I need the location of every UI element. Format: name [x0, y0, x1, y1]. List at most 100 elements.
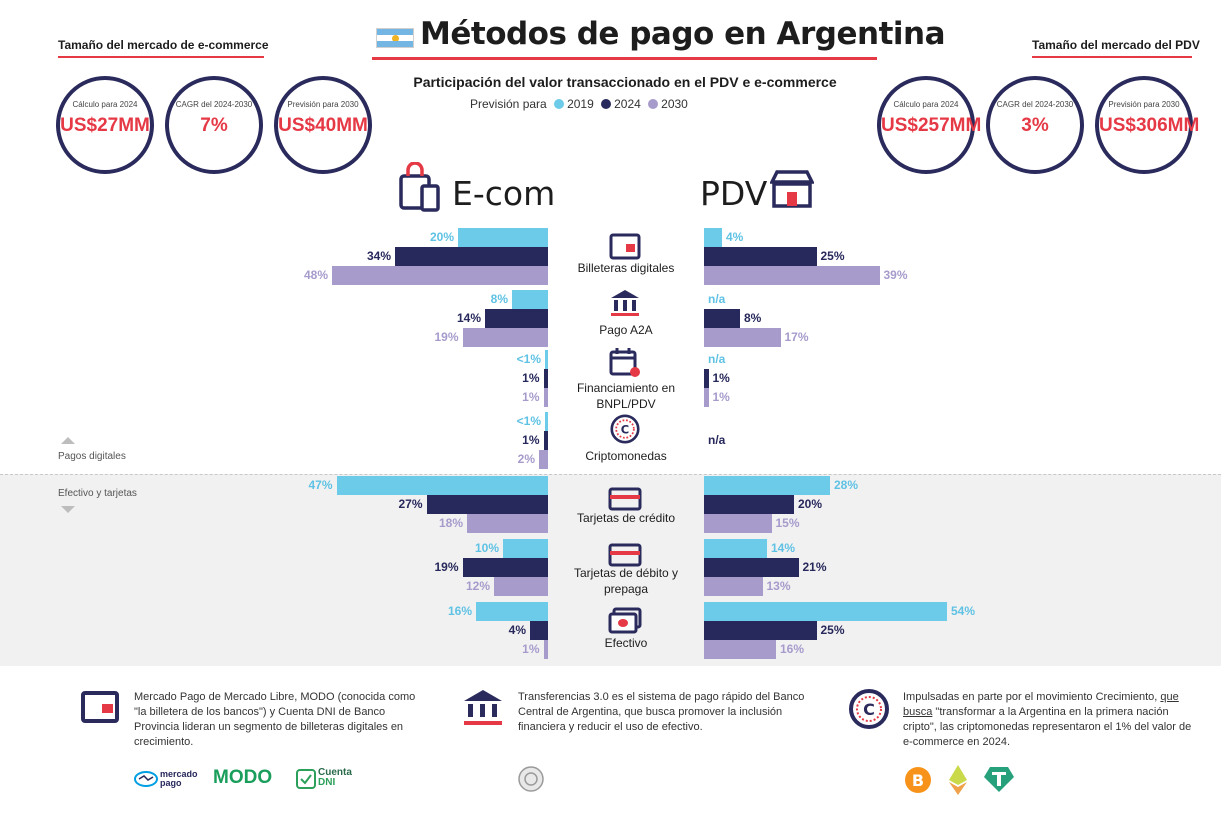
pdv-value-label-2030: 13%: [766, 579, 791, 593]
pdv-bar-2019: [704, 602, 947, 621]
ecom-value-label-2024: 1%: [522, 371, 540, 385]
mercadopago-handshake-icon: [134, 771, 158, 787]
legend-swatch-2030: [648, 98, 659, 109]
ecom-value-label-2019: <1%: [516, 352, 541, 366]
crypto-note-link[interactable]: que busca: [903, 691, 1179, 718]
stat-caption: Cálculo para 2024: [893, 100, 959, 109]
pdv-value-label-2024: 25%: [820, 623, 845, 637]
pdv-value-label-2024: 20%: [798, 497, 823, 511]
ecom-bar-2019: [512, 290, 548, 309]
stat-value: US$27MM: [60, 115, 150, 136]
pdv-value-label-2024: 8%: [744, 311, 762, 325]
ecom-bar-2030: [467, 514, 548, 533]
stat-caption: Previsión para 2030: [1108, 100, 1180, 109]
pdv-stat-2030: Previsión para 2030 US$306MM: [1095, 76, 1199, 174]
ecom-bar-2019: [458, 228, 548, 247]
ecom-value-label-2024: 4%: [508, 623, 526, 637]
pdv-value-label-2030: 17%: [784, 330, 809, 344]
ecom-bar-2024: [485, 309, 548, 328]
ecom-stat-2030: Previsión para 2030 US$40MM: [274, 76, 372, 174]
chart-subtitle: Participación del valor transaccionado e…: [413, 74, 837, 90]
wallet-icon: [609, 233, 641, 260]
page-title: Métodos de pago en Argentina: [420, 16, 946, 52]
category-label: Billeteras digitales: [577, 261, 675, 275]
category-label: Tarjetas de débito y prepaga: [573, 566, 679, 596]
svg-text:C: C: [621, 422, 629, 436]
bank-icon: [464, 690, 502, 725]
zone-divider: [0, 474, 1221, 475]
ecom-stat-cagr: CAGR del 2024-2030 7%: [165, 76, 263, 174]
ecom-bar-2019: [336, 476, 548, 495]
pdv-bar-2030: [704, 514, 772, 533]
ecom-stat-2024: Cálculo para 2024 US$27MM: [56, 76, 154, 174]
ecom-value-label-2030: 1%: [522, 642, 540, 656]
pdv-bar-2024: [704, 369, 709, 388]
wallet-icon: [81, 691, 119, 723]
pdv-value-label-2030: 1%: [712, 390, 730, 404]
pdv-bar-2024: [704, 495, 794, 514]
pdv-bar-2024: [704, 309, 740, 328]
ecom-bar-2024: [543, 431, 548, 450]
svg-text:B: B: [912, 771, 924, 790]
crypto-coin-icon: C: [610, 414, 640, 444]
pdv-bar-2024: [704, 621, 817, 640]
ecom-bar-2024: [426, 495, 548, 514]
ecom-value-label-2019: 20%: [429, 230, 454, 244]
ecom-bar-2030: [462, 328, 548, 347]
pdv-value-label-2024: 25%: [820, 249, 845, 263]
bank-icon: [611, 290, 639, 316]
transfers-note: Transferencias 3.0 es el sistema de pago…: [518, 691, 805, 733]
debit-card-icon: [608, 543, 642, 567]
mercadopago-logo: mercado pago: [160, 770, 198, 788]
ethereum-icon: [949, 765, 967, 795]
ecom-value-label-2019: 16%: [447, 604, 472, 618]
tether-icon: [984, 767, 1014, 792]
pdv-value-label-2030: 16%: [780, 642, 805, 656]
pdv-value-label-2019: n/a: [708, 352, 726, 366]
pdv-value-label-2024: 21%: [802, 560, 827, 574]
pdv-market-title: Tamaño del mercado del PDV: [1032, 38, 1200, 52]
ecom-bar-2019: [476, 602, 548, 621]
ecom-bar-2024: [543, 369, 548, 388]
ecom-bar-2024: [530, 621, 548, 640]
pdv-bar-2030: [704, 328, 781, 347]
stat-caption: Cálculo para 2024: [72, 100, 138, 109]
ecom-value-label-2024: 1%: [522, 433, 540, 447]
ecom-bar-2024: [462, 558, 548, 577]
ecom-bar-2019: [545, 350, 548, 369]
pdv-value-label-2024: n/a: [708, 433, 726, 447]
stat-value: US$40MM: [278, 115, 368, 136]
pdv-value-label-2019: 54%: [951, 604, 976, 618]
ecom-bar-2019: [545, 412, 548, 431]
legend-swatch-2019: [554, 98, 565, 109]
legend-label-2024: 2024: [614, 96, 641, 111]
pdv-bar-2030: [704, 640, 776, 659]
legend-label-2030: 2030: [661, 96, 688, 111]
pdv-bar-2019: [704, 228, 722, 247]
mercadopago-logo-line2: pago: [160, 778, 182, 788]
zone-label-cash: Efectivo y tarjetas: [58, 488, 137, 499]
pdv-bar-2030: [704, 577, 763, 596]
pdv-bar-2024: [704, 247, 817, 266]
legend-label-2019: 2019: [567, 96, 594, 111]
ecom-value-label-2030: 19%: [434, 330, 459, 344]
ecom-bar-2030: [494, 577, 548, 596]
stat-value: US$257MM: [881, 115, 982, 136]
legend-prefix: Previsión para: [470, 96, 547, 111]
title-underline: [372, 57, 877, 60]
crypto-note-part2: "transformar a la Argentina en la primer…: [903, 706, 1192, 748]
crypto-coin-icon: C: [849, 689, 889, 729]
pdv-bar-2019: [704, 539, 767, 558]
pdv-value-label-2030: 15%: [775, 516, 800, 530]
pdv-value-label-2030: 39%: [883, 268, 908, 282]
wallets-note: Mercado Pago de Mercado Libre, MODO (con…: [134, 691, 416, 748]
ecom-value-label-2024: 27%: [398, 497, 423, 511]
argentina-flag-icon: [376, 28, 414, 48]
ecom-value-label-2024: 19%: [434, 560, 459, 574]
cuentadni-logo: Cuenta DNI: [318, 768, 352, 788]
category-label: Financiamiento en BNPL/PDV: [576, 381, 676, 411]
cash-icon: [608, 607, 642, 634]
chart-legend: Previsión para 2019 2024 2030: [470, 96, 790, 111]
category-label: Pago A2A: [599, 323, 653, 337]
cuentadni-logo-line2: DNI: [318, 777, 336, 788]
